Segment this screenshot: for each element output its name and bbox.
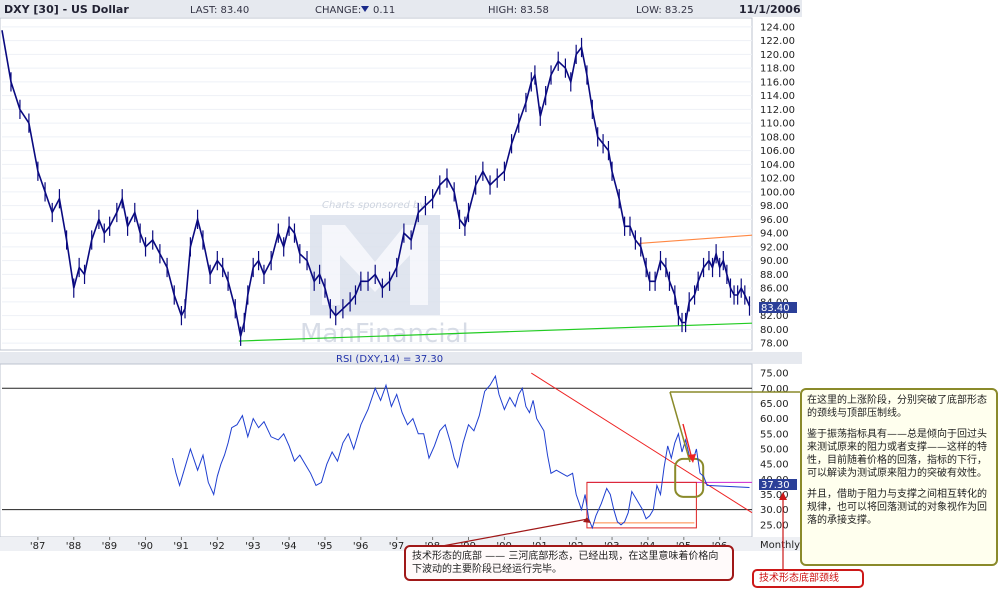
price-series [1, 30, 751, 346]
price-y-tick-18: 114.00 [760, 91, 795, 102]
price-y-tick-23: 124.00 [760, 22, 795, 33]
price-overlays [238, 234, 753, 342]
last-value: LAST: 83.40 [190, 5, 249, 16]
price-y-tick-0: 78.00 [760, 339, 789, 350]
annotation-bottom: 技术形态的底部 —— 三河底部形态，已经出现，在这里意味着价格向下波动的主要阶段… [404, 545, 734, 581]
trend-line [531, 372, 753, 514]
red-arrow-line [682, 423, 693, 460]
price-panel-frame [0, 17, 753, 351]
chart-title: DXY [30] - US Dollar [4, 3, 129, 16]
price-y-tick-1: 80.00 [760, 325, 789, 336]
price-y-tick-21: 120.00 [760, 50, 795, 61]
change-value: 0.11 [373, 5, 395, 16]
watermark-sponsor: Charts sponsored by [322, 200, 426, 211]
rsi-y-tick-7: 60.00 [760, 414, 789, 425]
price-y-tick-10: 98.00 [760, 201, 789, 212]
rsi-title-bar [0, 352, 802, 364]
header-date: 11/1/2006 [739, 3, 801, 16]
annotation-right-p2: 鉴于振荡指标具有——总是倾向于回过头来测试原来的阻力或者支撑——这样的特性，目前… [807, 429, 987, 479]
price-y-tick-15: 108.00 [760, 132, 795, 143]
price-y-axis: 78.0080.0082.0084.0086.0088.0090.0092.00… [760, 22, 795, 349]
annotation-right-p3: 并且，借助于阻力与支撑之间相互转化的规律，也可以将回落测试的对象视作为回落的承接… [807, 489, 987, 526]
rsi-y-tick-1: 30.00 [760, 505, 789, 516]
triple-bottom-box [586, 481, 697, 529]
low-value: LOW: 83.25 [636, 5, 694, 16]
callout-right-leader [669, 391, 691, 463]
price-y-tick-16: 110.00 [760, 119, 795, 130]
rsi-series [172, 374, 750, 530]
price-y-tick-19: 116.00 [760, 77, 795, 88]
rsi-grid [2, 387, 752, 511]
rsi-y-tick-8: 65.00 [760, 399, 789, 410]
price-y-tick-11: 100.00 [760, 187, 795, 198]
annotation-right: 在这里的上涨阶段，分别突破了底部形态的颈线与顶部压制线。 鉴于振荡指标具有——总… [800, 388, 998, 566]
header-background [0, 0, 802, 17]
rsi-badge [759, 479, 797, 490]
rsi-badge-label: 37.30 [761, 480, 790, 491]
red-arrow-icon [688, 454, 696, 463]
x-tick-8: '95 [317, 541, 332, 552]
annotation-neckline: 技术形态底部颈线 [752, 569, 864, 588]
x-tick-2: '89 [102, 541, 117, 552]
x-tick-5: '92 [209, 541, 224, 552]
rsi-y-tick-5: 50.00 [760, 444, 789, 455]
change-label: CHANGE: [315, 5, 361, 16]
monthly-label: Monthly [760, 540, 800, 551]
rsi-y-tick-6: 55.00 [760, 429, 789, 440]
neckline-line [238, 322, 753, 342]
rsi-y-tick-10: 75.00 [760, 369, 789, 380]
price-y-tick-14: 106.00 [760, 146, 795, 157]
price-y-tick-2: 82.00 [760, 311, 789, 322]
rsi-y-tick-2: 35.00 [760, 490, 789, 501]
price-badge-label: 83.40 [761, 303, 790, 314]
price-y-tick-7: 92.00 [760, 242, 789, 253]
x-tick-3: '90 [138, 541, 153, 552]
price-grid [2, 26, 752, 344]
price-y-tick-6: 90.00 [760, 256, 789, 267]
price-y-tick-8: 94.00 [760, 229, 789, 240]
price-badge [759, 302, 797, 313]
high-value: HIGH: 83.58 [488, 5, 549, 16]
rsi-y-tick-9: 70.00 [760, 384, 789, 395]
price-y-tick-12: 102.00 [760, 174, 795, 185]
x-tick-1: '88 [66, 541, 81, 552]
price-y-tick-5: 88.00 [760, 270, 789, 281]
rsi-line [172, 374, 750, 530]
price-y-tick-20: 118.00 [760, 64, 795, 75]
down-arrow-icon [361, 6, 369, 12]
top_line-line [638, 234, 753, 245]
annotation-right-p1: 在这里的上涨阶段，分别突破了底部形态的颈线与顶部压制线。 [807, 395, 987, 419]
callout-lines [409, 391, 800, 569]
price-y-tick-9: 96.00 [760, 215, 789, 226]
price-y-tick-4: 86.00 [760, 284, 789, 295]
rsi-y-axis: 25.0030.0035.0040.0045.0050.0055.0060.00… [760, 369, 789, 532]
x-tick-6: '93 [245, 541, 260, 552]
rsi-title: RSI (DXY,14) = 37.30 [336, 354, 443, 365]
rsi-y-tick-0: 25.00 [760, 520, 789, 531]
x-tick-10: '97 [389, 541, 404, 552]
rsi-overlays [531, 372, 753, 529]
x-tick-7: '94 [281, 541, 296, 552]
x-tick-9: '96 [353, 541, 368, 552]
x-tick-0: '87 [30, 541, 45, 552]
price-y-tick-13: 104.00 [760, 160, 795, 171]
x-tick-4: '91 [173, 541, 188, 552]
price-y-tick-17: 112.00 [760, 105, 795, 116]
rsi-y-tick-4: 45.00 [760, 460, 789, 471]
price-y-tick-22: 122.00 [760, 36, 795, 47]
header-bar: DXY [30] - US Dollar LAST: 83.40 CHANGE:… [0, 0, 802, 17]
callout-neck-arrow-icon [779, 492, 787, 500]
callout-bottom-arrow-icon [583, 517, 591, 523]
